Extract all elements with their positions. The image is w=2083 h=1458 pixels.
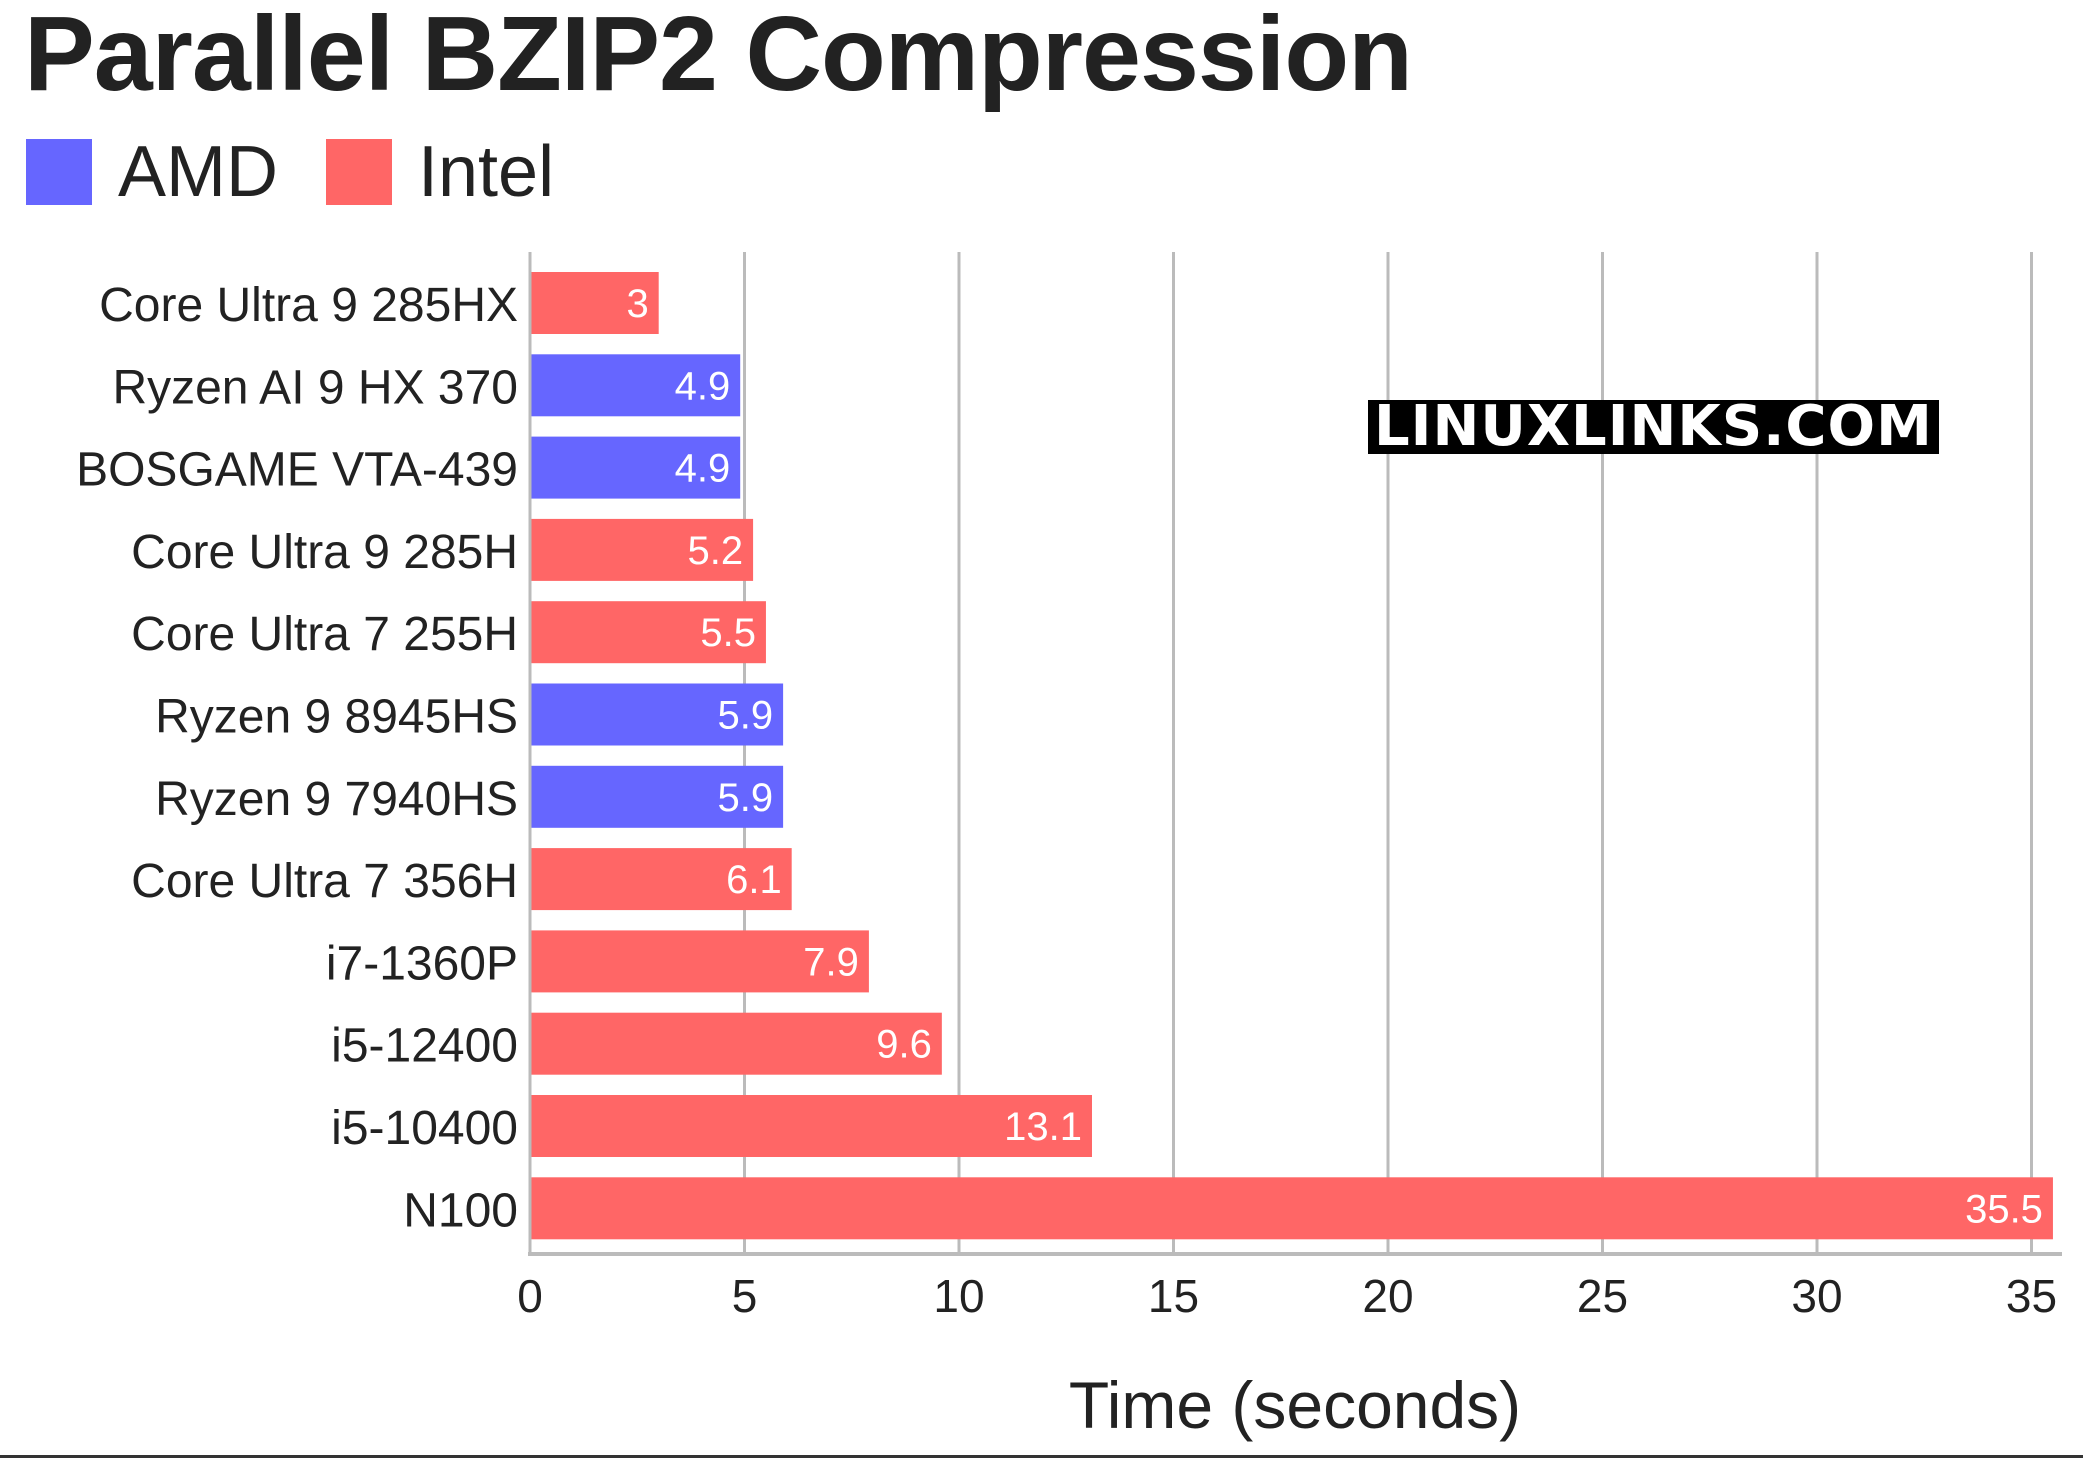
x-tick-label: 5	[732, 1270, 758, 1322]
bar-value-label: 6.1	[726, 858, 782, 902]
legend-swatch-amd	[26, 139, 92, 205]
bar	[530, 1095, 1092, 1157]
watermark-logo: LINUXLINKS.COM	[1368, 399, 1939, 455]
bar	[530, 1177, 2053, 1240]
bar-value-label: 5.9	[718, 694, 774, 738]
bar-value-label: 5.2	[687, 529, 743, 573]
bar	[530, 272, 659, 334]
x-tick-label: 25	[1577, 1270, 1628, 1322]
category-label: BOSGAME VTA-439	[76, 444, 518, 497]
bar	[530, 930, 869, 993]
category-label: Ryzen 9 7940HS	[155, 773, 518, 826]
category-label: Core Ultra 7 356H	[131, 855, 518, 908]
bar	[530, 848, 792, 911]
category-label: i5-10400	[331, 1102, 518, 1155]
bar-value-label: 7.9	[803, 940, 859, 984]
x-tick-label: 35	[2006, 1270, 2057, 1322]
category-label: Ryzen AI 9 HX 370	[112, 361, 518, 414]
category-label: i7-1360P	[326, 937, 518, 990]
bar-value-label: 35.5	[1965, 1187, 2043, 1231]
bar-value-label: 5.5	[700, 611, 756, 655]
bar	[530, 354, 741, 417]
bar	[530, 518, 754, 581]
bar	[530, 601, 766, 664]
legend: AMD Intel	[26, 136, 602, 208]
bar	[530, 436, 741, 499]
x-tick-label: 10	[933, 1270, 984, 1322]
bar-value-label: 13.1	[1004, 1105, 1082, 1149]
chart-title: Parallel BZIP2 Compression	[24, 0, 1413, 113]
x-axis-title: Time (seconds)	[1069, 1368, 1521, 1442]
bottom-divider	[0, 1455, 2083, 1458]
bar	[530, 683, 784, 746]
bar	[530, 765, 784, 828]
bar	[530, 1012, 942, 1075]
category-label: Ryzen 9 8945HS	[155, 691, 518, 744]
legend-swatch-intel	[326, 139, 392, 205]
category-label: Core Ultra 7 255H	[131, 608, 518, 661]
bar-value-label: 9.6	[876, 1023, 932, 1067]
legend-item-amd: AMD	[26, 136, 278, 208]
category-label: i5-12400	[331, 1020, 518, 1073]
category-label: N100	[403, 1184, 518, 1237]
legend-label-intel: Intel	[418, 132, 555, 212]
category-label: Core Ultra 9 285H	[131, 526, 518, 579]
x-tick-label: 30	[1791, 1270, 1842, 1322]
legend-item-intel: Intel	[326, 136, 554, 208]
bar-value-label: 4.9	[675, 447, 731, 491]
x-tick-label: 20	[1362, 1270, 1413, 1322]
x-tick-label: 0	[517, 1270, 543, 1322]
x-tick-label: 15	[1148, 1270, 1199, 1322]
bar-value-label: 3	[626, 282, 648, 326]
bar-value-label: 5.9	[718, 776, 774, 820]
category-label: Core Ultra 9 285HX	[99, 279, 518, 332]
legend-label-amd: AMD	[118, 132, 278, 212]
bar-value-label: 4.9	[675, 364, 731, 408]
